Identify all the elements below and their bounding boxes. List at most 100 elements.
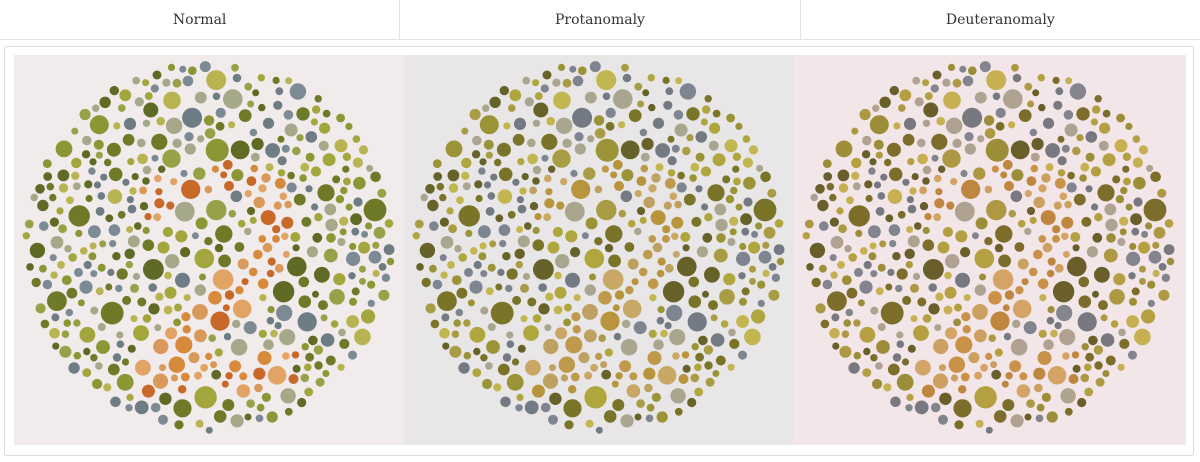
- plate-dot: [1102, 370, 1110, 377]
- plate-dot: [670, 388, 686, 404]
- plate-dot: [92, 104, 100, 112]
- plate-dot: [702, 105, 711, 114]
- plate-dot: [1029, 216, 1037, 224]
- plate-dot: [620, 414, 634, 428]
- plate-dot: [218, 254, 232, 268]
- plate-dot: [498, 167, 513, 182]
- plate-dot: [182, 107, 203, 128]
- plate-dot: [742, 157, 754, 168]
- plate-dot: [436, 182, 445, 191]
- plate-dot: [206, 199, 227, 221]
- plate-dot: [349, 297, 357, 306]
- plate-dot: [243, 321, 257, 335]
- plate-dot: [472, 135, 482, 146]
- plate-dot: [631, 278, 639, 286]
- plate-dot: [496, 142, 511, 157]
- plate-dot: [527, 153, 538, 165]
- plate-dot: [562, 138, 572, 148]
- plate-dot: [903, 117, 917, 130]
- plate-dot: [1085, 131, 1098, 143]
- plate-dot: [122, 133, 135, 146]
- plate-dot: [348, 350, 357, 360]
- plate-dot: [544, 198, 555, 209]
- plate-dot: [1054, 263, 1064, 273]
- plate-dot: [702, 290, 709, 298]
- plate-dot: [182, 75, 194, 87]
- plate-dot: [548, 165, 556, 173]
- plate-dot: [557, 63, 566, 71]
- plate-dot: [383, 244, 395, 256]
- plate-dot: [139, 186, 147, 195]
- plate-dot: [110, 396, 121, 408]
- plate-dot: [547, 241, 560, 254]
- plate-dot: [1004, 181, 1014, 191]
- plate-dot: [1011, 63, 1019, 72]
- plate-dot: [284, 407, 293, 416]
- plate-dot: [142, 119, 151, 128]
- plate-dot: [1005, 372, 1013, 380]
- plate-dot: [441, 313, 450, 322]
- plate-dot: [447, 169, 460, 182]
- plate-dot: [64, 245, 72, 253]
- plate-dot: [960, 372, 970, 382]
- plate-dot: [66, 287, 78, 299]
- plate-dot: [103, 383, 112, 392]
- plate-dot: [1056, 304, 1073, 322]
- plate-dot: [137, 297, 147, 307]
- plate-dot: [293, 193, 306, 206]
- plate-dot: [934, 198, 945, 209]
- plate-dot: [627, 219, 636, 228]
- plate-dot: [499, 240, 507, 248]
- plate-dot: [516, 393, 524, 401]
- plate-dot: [625, 286, 634, 295]
- plate-dot: [158, 414, 168, 425]
- plate-dot: [613, 332, 622, 341]
- plate-dot: [461, 127, 469, 135]
- plate-dot: [116, 340, 125, 349]
- plate-dot: [578, 352, 590, 364]
- plate-dot: [1029, 128, 1038, 137]
- plate-dot: [320, 333, 335, 347]
- plate-dot: [1166, 257, 1175, 266]
- plate-dot: [1002, 304, 1010, 312]
- plate-dot: [215, 121, 225, 131]
- plate-dot: [228, 209, 237, 218]
- plate-dot: [365, 222, 373, 230]
- plate-dot: [458, 205, 480, 227]
- plate-dot: [300, 373, 310, 383]
- plate-dot: [694, 363, 702, 372]
- plate-dot: [75, 229, 83, 237]
- plate-dot: [265, 143, 280, 158]
- plate-dot: [1094, 95, 1102, 103]
- plate-dot: [497, 268, 505, 276]
- plate-dot: [42, 159, 52, 168]
- plate-dot: [1011, 169, 1024, 182]
- plate-dot: [896, 268, 908, 280]
- plate-dot: [470, 247, 478, 255]
- plate-dot: [129, 187, 137, 195]
- plate-dot: [922, 119, 931, 128]
- plate-dot: [945, 117, 963, 134]
- plate-dot: [314, 361, 323, 370]
- plate-dot: [898, 104, 906, 112]
- plate-dot: [192, 304, 208, 320]
- plate-dot: [194, 386, 217, 409]
- plate-dot: [253, 196, 265, 209]
- plate-dot: [922, 314, 932, 323]
- plate-dot: [648, 329, 657, 338]
- plate-dot: [605, 107, 616, 118]
- plate-dot: [490, 301, 514, 325]
- plate-dot: [339, 338, 350, 349]
- plate-dot: [352, 135, 361, 143]
- plate-dot: [1021, 278, 1029, 286]
- plate-dot: [52, 342, 60, 350]
- plate-dot: [962, 325, 971, 334]
- plate-dot: [1116, 113, 1125, 123]
- plate-dot: [1071, 351, 1080, 359]
- plate-dot: [667, 169, 676, 177]
- plate-dot: [31, 277, 41, 288]
- plate-dot: [1009, 360, 1022, 373]
- plate-dot: [212, 269, 234, 290]
- plate-dot: [736, 315, 749, 328]
- plate-dot: [924, 92, 933, 101]
